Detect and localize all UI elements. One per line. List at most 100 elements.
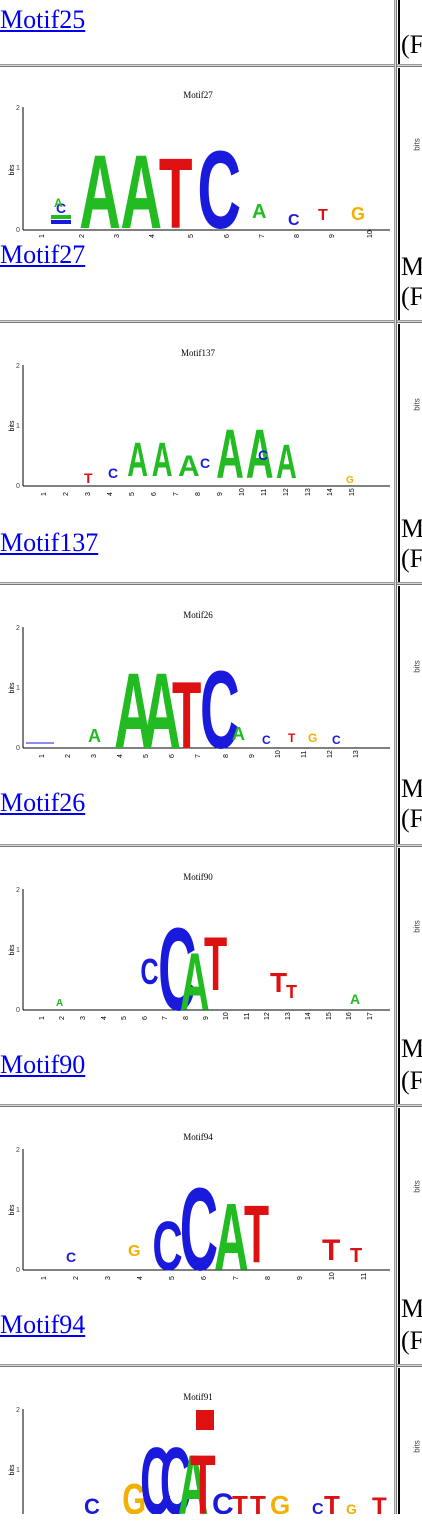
svg-text:T: T bbox=[232, 1490, 248, 1514]
cell-border bbox=[398, 0, 400, 64]
svg-text:3: 3 bbox=[85, 492, 92, 496]
sequence-logo: Motif26 2 1 0 bits A A A T C A C T G C bbox=[6, 600, 390, 760]
partial-logo-label: bits bbox=[412, 1440, 422, 1453]
svg-text:C: C bbox=[197, 129, 241, 240]
svg-text:15: 15 bbox=[326, 1012, 333, 1020]
svg-text:6: 6 bbox=[201, 1276, 208, 1280]
svg-text:G: G bbox=[308, 731, 317, 745]
svg-text:2: 2 bbox=[16, 105, 20, 112]
svg-text:10: 10 bbox=[223, 1012, 230, 1020]
svg-text:bits: bits bbox=[9, 944, 16, 955]
cell-border bbox=[398, 324, 400, 582]
svg-text:3: 3 bbox=[91, 754, 98, 758]
svg-text:2: 2 bbox=[79, 234, 86, 238]
svg-text:0: 0 bbox=[16, 1267, 20, 1274]
svg-text:bits: bits bbox=[9, 1464, 16, 1475]
svg-text:13: 13 bbox=[305, 488, 312, 496]
svg-text:15: 15 bbox=[349, 488, 356, 496]
right-cell-text: (F bbox=[401, 1066, 422, 1095]
svg-text:C: C bbox=[200, 649, 240, 760]
svg-text:5: 5 bbox=[188, 234, 195, 238]
motif-link-90[interactable]: Motif90 bbox=[0, 1050, 86, 1079]
svg-text:C: C bbox=[262, 733, 271, 747]
motif-link-27[interactable]: Motif27 bbox=[0, 240, 86, 269]
svg-text:C: C bbox=[288, 212, 300, 229]
svg-text:8: 8 bbox=[294, 234, 301, 238]
svg-text:1: 1 bbox=[16, 165, 20, 172]
svg-text:6: 6 bbox=[142, 1016, 149, 1020]
svg-text:6: 6 bbox=[151, 492, 158, 496]
row-divider bbox=[0, 582, 422, 585]
sequence-logo: Motif27 2 1 0 bits C A A A T C A C T G 1 bbox=[6, 80, 390, 240]
svg-text:9: 9 bbox=[329, 234, 336, 238]
sequence-logo: Motif91 2 1 bits C G C C A T C T T G C T bbox=[6, 1382, 390, 1540]
partial-logo-label: bits bbox=[412, 398, 422, 411]
logo-title: Motif90 bbox=[183, 872, 213, 882]
svg-text:7: 7 bbox=[162, 1016, 169, 1020]
partial-logo-label: bits bbox=[412, 660, 422, 673]
svg-text:7: 7 bbox=[173, 492, 180, 496]
svg-text:11: 11 bbox=[261, 489, 268, 496]
motif-link-26[interactable]: Motif26 bbox=[0, 788, 86, 817]
svg-text:3: 3 bbox=[80, 1016, 87, 1020]
svg-text:T: T bbox=[324, 1490, 340, 1514]
svg-text:C: C bbox=[158, 904, 196, 1022]
svg-text:16: 16 bbox=[346, 1012, 353, 1020]
motif-link-137[interactable]: Motif137 bbox=[0, 528, 99, 557]
svg-text:6: 6 bbox=[224, 234, 231, 238]
svg-text:6: 6 bbox=[169, 754, 176, 758]
svg-text:G: G bbox=[122, 1476, 146, 1514]
svg-text:A: A bbox=[88, 726, 101, 746]
row-divider bbox=[0, 320, 422, 323]
svg-text:10: 10 bbox=[329, 1272, 336, 1280]
svg-text:2: 2 bbox=[73, 1276, 80, 1280]
svg-text:T: T bbox=[286, 982, 297, 1002]
svg-text:1: 1 bbox=[16, 1207, 20, 1214]
svg-text:4: 4 bbox=[137, 1276, 144, 1280]
svg-text:T: T bbox=[204, 922, 227, 1007]
svg-text:10: 10 bbox=[367, 230, 374, 238]
svg-text:9: 9 bbox=[203, 1016, 210, 1020]
logo-title: Motif91 bbox=[183, 1392, 213, 1402]
svg-text:2: 2 bbox=[16, 625, 20, 632]
motif-link-25[interactable]: Motif25 bbox=[0, 5, 86, 34]
right-cell-text: (F bbox=[401, 804, 422, 833]
svg-text:9: 9 bbox=[297, 1276, 304, 1280]
svg-text:8: 8 bbox=[223, 754, 230, 758]
svg-text:2: 2 bbox=[16, 1147, 20, 1154]
svg-text:11: 11 bbox=[301, 751, 308, 758]
sequence-logo: Motif90 2 1 0 bits A C C A T T T A 1 2 bbox=[6, 862, 390, 1022]
svg-text:G: G bbox=[270, 1490, 290, 1514]
svg-text:2: 2 bbox=[16, 363, 20, 370]
svg-text:0: 0 bbox=[16, 227, 20, 234]
svg-text:G: G bbox=[128, 1243, 140, 1260]
svg-text:9: 9 bbox=[249, 754, 256, 758]
svg-text:C: C bbox=[332, 733, 341, 747]
svg-text:3: 3 bbox=[105, 1276, 112, 1280]
svg-text:A: A bbox=[276, 436, 297, 489]
svg-text:A: A bbox=[114, 652, 153, 760]
svg-text:A: A bbox=[246, 415, 274, 493]
svg-text:1: 1 bbox=[16, 1467, 20, 1474]
svg-text:7: 7 bbox=[195, 754, 202, 758]
svg-text:2: 2 bbox=[59, 1016, 66, 1020]
svg-text:4: 4 bbox=[117, 754, 124, 758]
svg-text:11: 11 bbox=[361, 1273, 368, 1280]
partial-logo-label: bits bbox=[412, 920, 422, 933]
svg-text:A: A bbox=[216, 415, 244, 493]
svg-text:4: 4 bbox=[107, 492, 114, 496]
logo-title: Motif26 bbox=[183, 610, 213, 620]
svg-text:1: 1 bbox=[39, 234, 46, 238]
svg-text:A: A bbox=[79, 133, 121, 240]
svg-text:10: 10 bbox=[239, 488, 246, 496]
motif-link-94[interactable]: Motif94 bbox=[0, 1310, 86, 1339]
svg-text:5: 5 bbox=[121, 1016, 128, 1020]
svg-text:2: 2 bbox=[16, 1407, 20, 1414]
svg-text:12: 12 bbox=[264, 1012, 271, 1020]
svg-text:1: 1 bbox=[16, 947, 20, 954]
svg-text:8: 8 bbox=[195, 492, 202, 496]
svg-text:10: 10 bbox=[275, 750, 282, 758]
row-divider bbox=[0, 844, 422, 847]
svg-text:A: A bbox=[178, 1439, 208, 1514]
